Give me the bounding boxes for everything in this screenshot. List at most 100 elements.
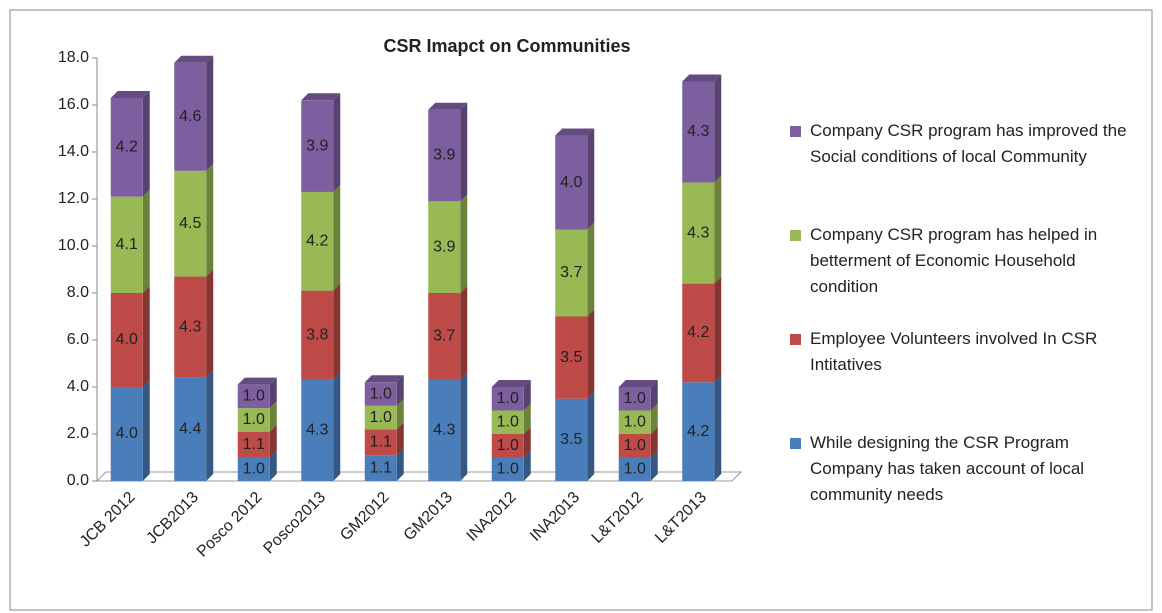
legend-item: While designing the CSR Program Company … — [790, 430, 1140, 534]
bar-top — [174, 55, 214, 63]
data-label: 4.3 — [687, 123, 709, 140]
data-label: 4.4 — [179, 421, 201, 438]
bar-side — [142, 189, 150, 293]
bar-side — [460, 102, 468, 202]
bar-top — [555, 128, 595, 136]
data-label: 1.0 — [497, 460, 519, 477]
bar-top — [301, 93, 341, 101]
data-label: 3.5 — [560, 431, 582, 448]
bar-segment — [110, 97, 143, 197]
data-label: 1.1 — [243, 436, 265, 453]
data-label: 3.9 — [433, 238, 455, 255]
bar-segment — [237, 431, 270, 458]
data-label: 1.0 — [497, 390, 519, 407]
bar-side — [142, 380, 150, 481]
bar-side — [142, 90, 150, 197]
bar-side — [269, 424, 277, 458]
data-label: 3.8 — [306, 327, 328, 344]
legend: Company CSR program has improved the Soc… — [790, 118, 1140, 534]
legend-swatch — [790, 438, 801, 449]
bar-segment — [110, 196, 143, 293]
bar-segment — [237, 408, 270, 432]
data-label: 4.1 — [116, 236, 138, 253]
bar-segment — [491, 434, 524, 458]
bar-segment — [618, 410, 651, 434]
data-label: 4.2 — [116, 139, 138, 156]
bar-side — [714, 375, 722, 481]
data-label: 1.0 — [624, 460, 646, 477]
bar-segment — [428, 201, 461, 293]
data-label: 1.0 — [370, 385, 392, 402]
bar-side — [587, 391, 595, 481]
legend-label: Employee Volunteers involved In CSR Inti… — [810, 329, 1098, 374]
data-label: 4.2 — [687, 324, 709, 341]
bar-segment — [301, 379, 334, 481]
data-label: 4.2 — [306, 233, 328, 250]
bar-side — [523, 403, 531, 434]
y-tick-label: 10.0 — [58, 237, 89, 254]
y-tick-label: 0.0 — [67, 472, 89, 489]
data-label: 4.3 — [687, 224, 709, 241]
data-label: 4.0 — [116, 331, 138, 348]
bar-segment — [174, 377, 207, 481]
data-label: 3.5 — [560, 349, 582, 366]
bar-segment — [555, 135, 588, 230]
bar-segment — [682, 81, 715, 183]
data-label: 4.3 — [433, 422, 455, 439]
bar-side — [333, 283, 341, 380]
data-label: 3.7 — [433, 328, 455, 345]
bar-side — [650, 403, 658, 434]
legend-swatch — [790, 334, 801, 345]
bar-side — [396, 422, 404, 456]
bar-side — [650, 450, 658, 481]
data-label: 4.5 — [179, 215, 201, 232]
bar-side — [650, 380, 658, 411]
legend-item: Employee Volunteers involved In CSR Inti… — [790, 326, 1140, 430]
y-tick-label: 2.0 — [67, 425, 89, 442]
bar-side — [333, 184, 341, 291]
data-label: 4.3 — [179, 318, 201, 335]
bar-top — [682, 74, 722, 82]
bar-segment — [364, 382, 397, 406]
bar-segment — [682, 283, 715, 383]
legend-item: Company CSR program has improved the Soc… — [790, 118, 1140, 222]
bar-side — [714, 276, 722, 383]
bar-segment — [301, 191, 334, 291]
data-label: 4.0 — [116, 425, 138, 442]
y-tick-label: 4.0 — [67, 378, 89, 395]
y-tick-label: 14.0 — [58, 143, 89, 160]
bar-segment — [174, 276, 207, 378]
bar-segment — [428, 379, 461, 481]
bar-side — [333, 372, 341, 481]
data-label: 1.0 — [243, 388, 265, 405]
bar-side — [333, 93, 341, 192]
bar-segment — [364, 429, 397, 456]
bar-segment — [110, 387, 143, 481]
bar-top — [110, 90, 150, 98]
bar-segment — [364, 405, 397, 430]
data-label: 1.0 — [243, 460, 265, 477]
bar-side — [460, 372, 468, 481]
bar-top — [237, 377, 277, 385]
bar-segment — [237, 457, 270, 481]
data-label: 1.0 — [497, 413, 519, 430]
bar-segment — [555, 316, 588, 399]
bar-side — [714, 74, 722, 183]
data-label: 1.0 — [624, 437, 646, 454]
legend-label: Company CSR program has improved the Soc… — [810, 121, 1127, 166]
data-label: 1.1 — [370, 433, 392, 450]
bar-side — [142, 286, 150, 387]
bar-side — [396, 448, 404, 481]
bar-segment — [301, 100, 334, 192]
bar-segment — [682, 182, 715, 284]
bar-side — [206, 370, 214, 481]
bar-top — [364, 375, 404, 383]
data-label: 1.1 — [370, 459, 392, 476]
y-tick-label: 12.0 — [58, 190, 89, 207]
bar-segment — [110, 293, 143, 387]
bar-side — [587, 309, 595, 399]
bar-segment — [618, 457, 651, 481]
bar-segment — [364, 455, 397, 481]
